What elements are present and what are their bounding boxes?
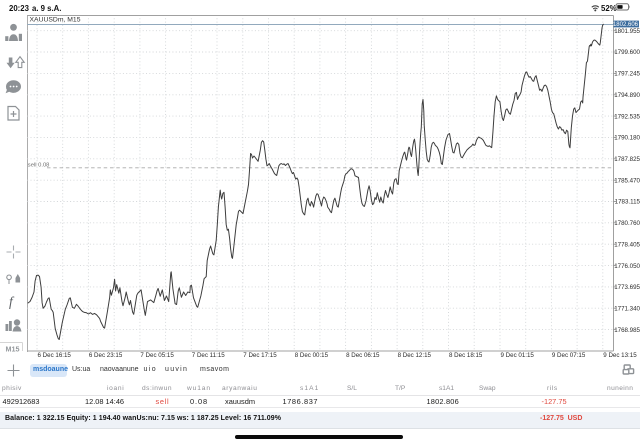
svg-text:6 Dec 23:15: 6 Dec 23:15: [89, 352, 123, 359]
svg-text:XAUUSDm, M15: XAUUSDm, M15: [30, 16, 81, 23]
svg-text:7 Dec 11:15: 7 Dec 11:15: [192, 352, 225, 359]
svg-text:1802.606: 1802.606: [613, 22, 639, 28]
svg-text:1797.245: 1797.245: [614, 71, 640, 78]
svg-text:1792.535: 1792.535: [614, 113, 640, 120]
svg-text:M15: M15: [6, 345, 20, 354]
svg-text:1780.760: 1780.760: [614, 220, 640, 227]
svg-text:1783.115: 1783.115: [615, 199, 640, 206]
svg-text:8 Dec 00:15: 8 Dec 00:15: [295, 352, 329, 359]
svg-text:1768.985: 1768.985: [614, 327, 640, 334]
svg-text:sell 0.08: sell 0.08: [28, 163, 50, 169]
svg-text:7 Dec 05:15: 7 Dec 05:15: [140, 352, 174, 359]
svg-text:8 Dec 18:15: 8 Dec 18:15: [449, 352, 483, 359]
svg-text:8 Dec 06:15: 8 Dec 06:15: [346, 352, 380, 359]
svg-text:9 Dec 13:15: 9 Dec 13:15: [603, 352, 637, 359]
svg-text:1794.890: 1794.890: [614, 92, 640, 99]
svg-text:8 Dec 12:15: 8 Dec 12:15: [398, 352, 432, 359]
svg-text:f: f: [9, 294, 15, 309]
svg-text:1790.180: 1790.180: [614, 135, 640, 142]
svg-text:1801.955: 1801.955: [614, 28, 640, 35]
svg-text:6 Dec 16:15: 6 Dec 16:15: [38, 352, 72, 359]
svg-text:1773.695: 1773.695: [614, 284, 640, 291]
svg-text:9 Dec 07:15: 9 Dec 07:15: [552, 352, 586, 359]
svg-text:1771.340: 1771.340: [614, 305, 640, 312]
svg-text:1778.405: 1778.405: [614, 241, 640, 248]
svg-text:1799.600: 1799.600: [614, 49, 640, 56]
svg-text:1785.470: 1785.470: [614, 177, 640, 184]
svg-text:9 Dec 01:15: 9 Dec 01:15: [501, 352, 535, 359]
svg-text:1787.825: 1787.825: [614, 156, 640, 163]
svg-text:1776.050: 1776.050: [614, 263, 640, 270]
svg-text:7 Dec 17:15: 7 Dec 17:15: [243, 352, 277, 359]
